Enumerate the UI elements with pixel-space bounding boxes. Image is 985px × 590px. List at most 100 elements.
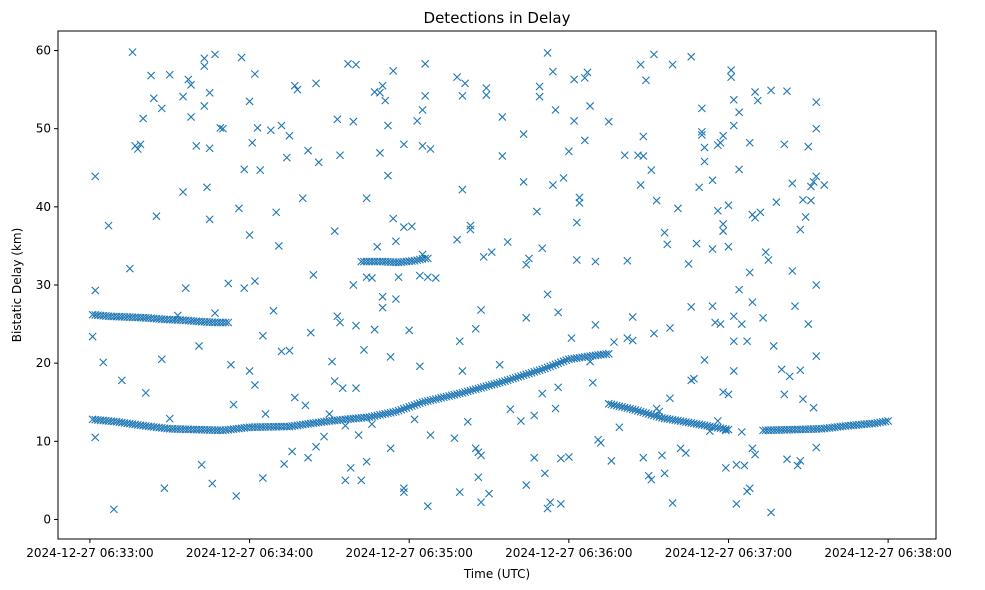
data-point-marker bbox=[109, 505, 118, 514]
data-point-marker bbox=[274, 241, 283, 250]
x-axis-label: Time (UTC) bbox=[463, 567, 530, 581]
data-point-marker bbox=[532, 367, 541, 376]
data-point-marker bbox=[586, 102, 595, 111]
data-point-marker bbox=[580, 136, 589, 145]
data-point-marker bbox=[309, 270, 318, 279]
data-point-marker bbox=[628, 336, 637, 345]
data-point-marker bbox=[91, 172, 100, 181]
data-point-marker bbox=[477, 498, 486, 507]
data-point-marker bbox=[556, 499, 565, 508]
data-point-marker bbox=[266, 126, 275, 135]
data-point-marker bbox=[735, 285, 744, 294]
data-point-marker bbox=[375, 88, 384, 97]
data-point-marker bbox=[258, 474, 267, 483]
data-point-marker bbox=[508, 374, 517, 383]
data-point-marker bbox=[391, 407, 400, 416]
data-point-marker bbox=[511, 373, 520, 382]
data-point-marker bbox=[628, 313, 637, 322]
data-point-marker bbox=[724, 425, 733, 434]
data-point-marker bbox=[466, 221, 475, 230]
data-point-marker bbox=[745, 138, 754, 147]
data-point-marker bbox=[474, 384, 483, 393]
data-point-marker bbox=[649, 329, 658, 338]
data-point-marker bbox=[240, 165, 249, 174]
data-point-marker bbox=[391, 295, 400, 304]
data-point-marker bbox=[735, 108, 744, 117]
data-point-marker bbox=[203, 183, 211, 192]
data-point-marker bbox=[351, 60, 360, 69]
data-point-marker bbox=[697, 127, 706, 136]
data-point-marker bbox=[716, 138, 725, 147]
data-point-marker bbox=[216, 123, 225, 132]
data-point-marker bbox=[418, 105, 427, 114]
data-point-marker bbox=[389, 408, 398, 417]
data-point-marker bbox=[173, 311, 182, 320]
y-tick-label: 60 bbox=[36, 44, 51, 58]
data-point-marker bbox=[482, 382, 491, 391]
data-point-marker bbox=[133, 145, 142, 154]
data-point-marker bbox=[314, 158, 323, 167]
data-point-marker bbox=[399, 484, 408, 493]
data-point-marker bbox=[751, 87, 760, 96]
data-point-marker bbox=[780, 390, 789, 399]
data-point-marker bbox=[210, 309, 219, 318]
data-point-marker bbox=[258, 331, 267, 340]
data-point-marker bbox=[91, 433, 100, 442]
y-tick-label: 10 bbox=[36, 434, 51, 448]
data-point-marker bbox=[503, 376, 512, 385]
data-point-marker bbox=[604, 117, 613, 126]
data-point-marker bbox=[407, 401, 416, 410]
data-point-marker bbox=[884, 416, 893, 425]
data-point-marker bbox=[301, 401, 310, 410]
x-tick-label: 2024-12-27 06:33:00 bbox=[26, 546, 153, 560]
data-point-marker bbox=[644, 409, 653, 418]
data-point-marker bbox=[806, 182, 815, 191]
data-point-marker bbox=[562, 356, 571, 365]
data-point-marker bbox=[402, 403, 411, 412]
data-point-marker bbox=[673, 204, 682, 213]
data-point-marker bbox=[197, 460, 206, 469]
data-point-marker bbox=[471, 444, 480, 453]
data-point-marker bbox=[548, 67, 557, 76]
data-point-marker bbox=[519, 371, 528, 380]
data-point-marker bbox=[373, 242, 382, 251]
data-point-marker bbox=[522, 370, 531, 379]
data-point-marker bbox=[290, 81, 299, 90]
data-point-marker bbox=[647, 475, 656, 484]
data-point-marker bbox=[804, 142, 813, 151]
data-point-marker bbox=[719, 220, 728, 229]
data-point-marker bbox=[655, 407, 664, 416]
data-point-marker bbox=[330, 227, 339, 236]
data-point-marker bbox=[636, 180, 645, 189]
x-tick-label: 2024-12-27 06:34:00 bbox=[186, 546, 313, 560]
data-point-marker bbox=[349, 281, 358, 289]
data-point-marker bbox=[277, 121, 286, 130]
data-point-marker bbox=[540, 469, 549, 478]
data-point-marker bbox=[455, 337, 464, 346]
x-axis: 2024-12-27 06:33:00 2024-12-27 06:34:00 20… bbox=[26, 539, 952, 560]
plot-area-frame bbox=[57, 30, 937, 540]
data-point-marker bbox=[798, 395, 807, 404]
data-point-marker bbox=[687, 376, 696, 385]
data-point-marker bbox=[737, 320, 746, 329]
data-point-marker bbox=[165, 414, 174, 423]
data-point-marker bbox=[663, 240, 672, 249]
data-point-marker bbox=[293, 85, 302, 94]
data-point-marker bbox=[391, 237, 400, 246]
data-point-marker bbox=[575, 198, 584, 207]
data-point-marker bbox=[551, 360, 560, 369]
data-point-marker bbox=[700, 356, 709, 365]
data-point-marker bbox=[522, 260, 531, 269]
data-point-marker bbox=[205, 215, 214, 224]
data-point-marker bbox=[729, 95, 738, 104]
data-point-marker bbox=[761, 248, 770, 257]
data-point-marker bbox=[716, 320, 725, 329]
data-point-marker bbox=[157, 355, 166, 364]
data-point-marker bbox=[306, 328, 315, 337]
data-point-marker bbox=[812, 124, 821, 133]
data-point-marker bbox=[205, 144, 214, 153]
data-point-marker bbox=[820, 180, 829, 189]
data-point-marker bbox=[796, 456, 805, 465]
data-point-marker bbox=[615, 423, 624, 432]
